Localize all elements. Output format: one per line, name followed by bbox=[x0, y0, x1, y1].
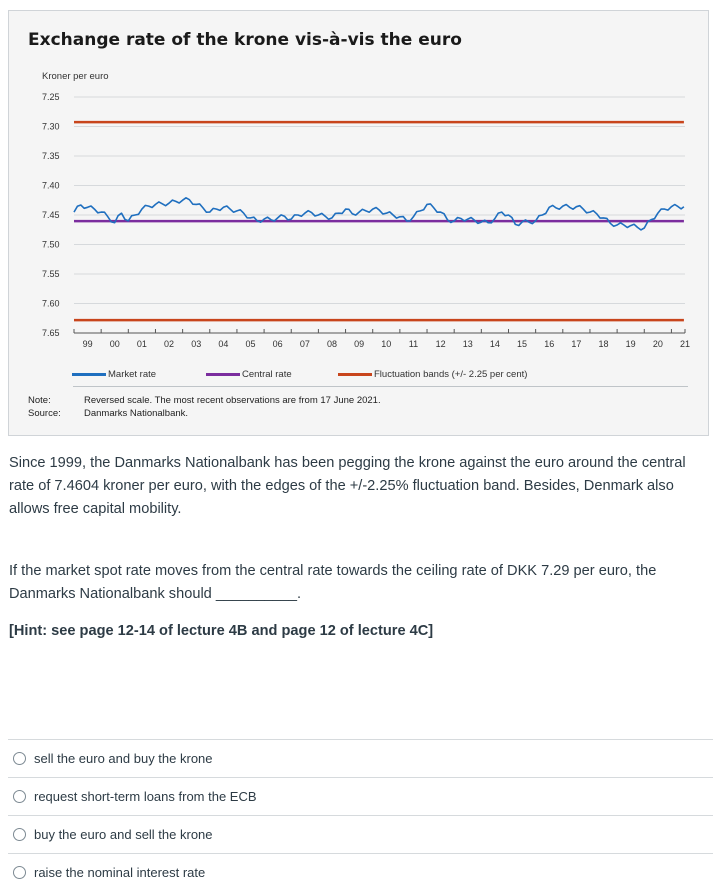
x-tick-label: 07 bbox=[300, 339, 310, 349]
option-label: sell the euro and buy the krone bbox=[34, 751, 213, 766]
legend-band: Fluctuation bands (+/- 2.25 per cent) bbox=[338, 369, 527, 380]
exchange-rate-chart: Kroner per euro 7.25 7.30 7.35 7.40 7.45 7.50 7… bbox=[42, 71, 690, 349]
x-tick-label: 06 bbox=[273, 339, 283, 349]
market-rate-line bbox=[73, 197, 685, 231]
radio-button[interactable] bbox=[13, 866, 26, 879]
x-tick-label: 09 bbox=[354, 339, 364, 349]
option-label: buy the euro and sell the krone bbox=[34, 827, 213, 842]
question-prompt: If the market spot rate moves from the c… bbox=[9, 563, 657, 602]
chart-notes: Note: Reversed scale. The most recent ob… bbox=[28, 394, 381, 420]
radio-button[interactable] bbox=[13, 828, 26, 841]
x-tick-label: 05 bbox=[246, 339, 256, 349]
y-tick-label: 7.40 bbox=[42, 181, 60, 191]
question-intro: Since 1999, the Danmarks Nationalbank ha… bbox=[9, 455, 686, 517]
x-tick-label: 16 bbox=[544, 339, 554, 349]
x-tick-label: 18 bbox=[599, 339, 609, 349]
radio-button[interactable] bbox=[13, 790, 26, 803]
legend-central-label: Central rate bbox=[242, 369, 292, 380]
question-hint: [Hint: see page 12-14 of lecture 4B and … bbox=[9, 623, 434, 639]
option-2[interactable]: request short-term loans from the ECB bbox=[8, 777, 713, 815]
legend-band-swatch bbox=[338, 373, 372, 376]
x-tick-label: 14 bbox=[490, 339, 500, 349]
note-key: Note: bbox=[28, 395, 51, 406]
legend-band-label: Fluctuation bands (+/- 2.25 per cent) bbox=[374, 369, 528, 380]
x-tick-label: 00 bbox=[110, 339, 120, 349]
x-tick-label: 20 bbox=[653, 339, 663, 349]
x-tick-label: 03 bbox=[191, 339, 201, 349]
chart-figure: Exchange rate of the krone vis-à-vis the… bbox=[8, 10, 709, 436]
x-tick-label: 04 bbox=[218, 339, 228, 349]
x-tick-label: 01 bbox=[137, 339, 147, 349]
y-tick-label: 7.25 bbox=[42, 92, 60, 102]
y-axis-label: Kroner per euro bbox=[42, 71, 109, 82]
legend-market-swatch bbox=[72, 373, 106, 376]
x-tick-label: 21 bbox=[680, 339, 690, 349]
y-tick-label: 7.50 bbox=[42, 240, 60, 250]
y-tick-label: 7.55 bbox=[42, 269, 60, 279]
x-tick-label: 02 bbox=[164, 339, 174, 349]
x-tick-label: 10 bbox=[381, 339, 391, 349]
legend-central: Central rate bbox=[206, 369, 292, 380]
x-tick-label: 12 bbox=[436, 339, 446, 349]
chart-title: Exchange rate of the krone vis-à-vis the… bbox=[28, 30, 462, 50]
x-tick-label: 17 bbox=[571, 339, 581, 349]
radio-button[interactable] bbox=[13, 752, 26, 765]
x-tick-label: 08 bbox=[327, 339, 337, 349]
note-text: Reversed scale. The most recent observat… bbox=[84, 395, 381, 406]
x-tick-label: 19 bbox=[626, 339, 636, 349]
x-tick-label: 99 bbox=[83, 339, 93, 349]
option-label: raise the nominal interest rate bbox=[34, 865, 206, 880]
y-tick-label: 7.65 bbox=[42, 328, 60, 338]
x-tick-label: 11 bbox=[409, 339, 418, 349]
y-tick-label: 7.60 bbox=[42, 299, 60, 309]
x-tick-label: 13 bbox=[463, 339, 473, 349]
legend-divider bbox=[73, 386, 688, 387]
option-3[interactable]: buy the euro and sell the krone bbox=[8, 815, 713, 853]
source-text: Danmarks Nationalbank. bbox=[84, 408, 189, 419]
option-label: request short-term loans from the ECB bbox=[34, 789, 257, 804]
x-tick-label: 15 bbox=[517, 339, 527, 349]
legend-central-swatch bbox=[206, 373, 240, 376]
y-tick-label: 7.35 bbox=[42, 151, 60, 161]
y-tick-label: 7.30 bbox=[42, 122, 60, 132]
answer-options: sell the euro and buy the krone request … bbox=[8, 739, 713, 891]
y-tick-label: 7.45 bbox=[42, 210, 60, 220]
source-key: Source: bbox=[28, 408, 61, 419]
option-4[interactable]: raise the nominal interest rate bbox=[8, 853, 713, 891]
legend-market-label: Market rate bbox=[108, 369, 157, 380]
option-1[interactable]: sell the euro and buy the krone bbox=[8, 739, 713, 777]
legend-market: Market rate bbox=[72, 369, 156, 380]
